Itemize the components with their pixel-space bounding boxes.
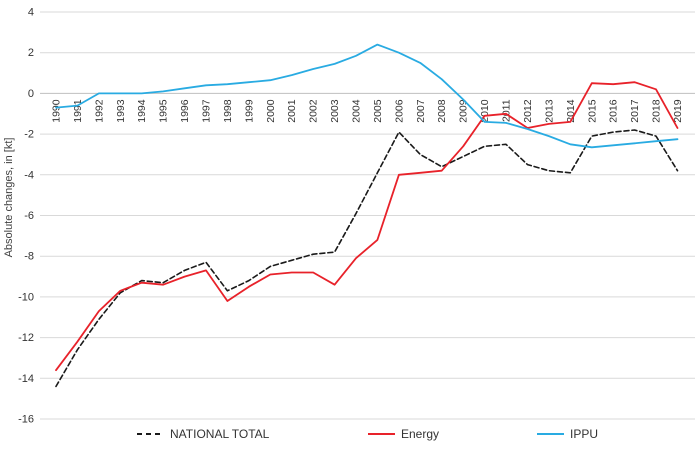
x-tick-label: 2006: [393, 99, 405, 123]
x-tick-label: 2018: [651, 99, 663, 123]
x-tick-label: 1998: [222, 99, 234, 123]
y-tick-label: -12: [18, 332, 34, 344]
x-tick-label: 2017: [629, 99, 641, 123]
x-tick-label: 2003: [329, 99, 341, 123]
y-tick-label: -14: [18, 373, 34, 385]
series-line-national-total: [55, 129, 679, 388]
y-tick-label: 4: [28, 7, 34, 19]
x-tick-label: 2011: [501, 99, 513, 122]
x-tick-label: 2009: [458, 99, 470, 123]
x-tick-label: 2002: [308, 99, 320, 123]
y-tick-label: 0: [28, 88, 34, 100]
x-tick-label: 1993: [115, 99, 127, 123]
legend-label-energy: Energy: [401, 427, 439, 441]
y-tick-label: -2: [24, 129, 34, 141]
x-tick-label: 2015: [586, 99, 598, 123]
x-tick-label: 1995: [158, 99, 170, 123]
y-tick-label: 2: [28, 47, 34, 59]
y-axis-title: Absolute changes, in [kt]: [3, 138, 15, 258]
x-tick-label: 2012: [522, 99, 534, 123]
y-tick-label: -10: [18, 291, 34, 303]
legend-label-ippu: IPPU: [570, 427, 598, 441]
x-tick-label: 2010: [479, 99, 491, 123]
y-tick-label: -16: [18, 414, 34, 426]
x-tick-label: 1994: [136, 99, 148, 123]
x-tick-label: 2007: [415, 99, 427, 123]
x-tick-label: 2004: [351, 99, 363, 123]
x-tick-label: 2013: [543, 99, 555, 123]
y-tick-label: -6: [24, 210, 34, 222]
y-tick-label: -8: [24, 251, 34, 263]
x-tick-label: 2001: [286, 99, 298, 123]
x-tick-label: 2019: [672, 99, 684, 123]
x-tick-label: 2016: [608, 99, 620, 123]
x-tick-label: 1999: [243, 99, 255, 123]
series-line-energy: [55, 81, 679, 372]
x-tick-label: 2005: [372, 99, 384, 123]
x-tick-label: 1990: [51, 99, 63, 123]
x-tick-label: 2008: [436, 99, 448, 123]
x-tick-label: 1997: [201, 99, 213, 123]
x-tick-label: 1992: [93, 99, 105, 123]
series-line-ippu: [55, 43, 679, 149]
x-tick-label: 1996: [179, 99, 191, 123]
x-tick-label: 2000: [265, 99, 277, 123]
y-tick-label: -4: [24, 169, 34, 181]
legend-label-national-total: NATIONAL TOTAL: [170, 427, 270, 441]
